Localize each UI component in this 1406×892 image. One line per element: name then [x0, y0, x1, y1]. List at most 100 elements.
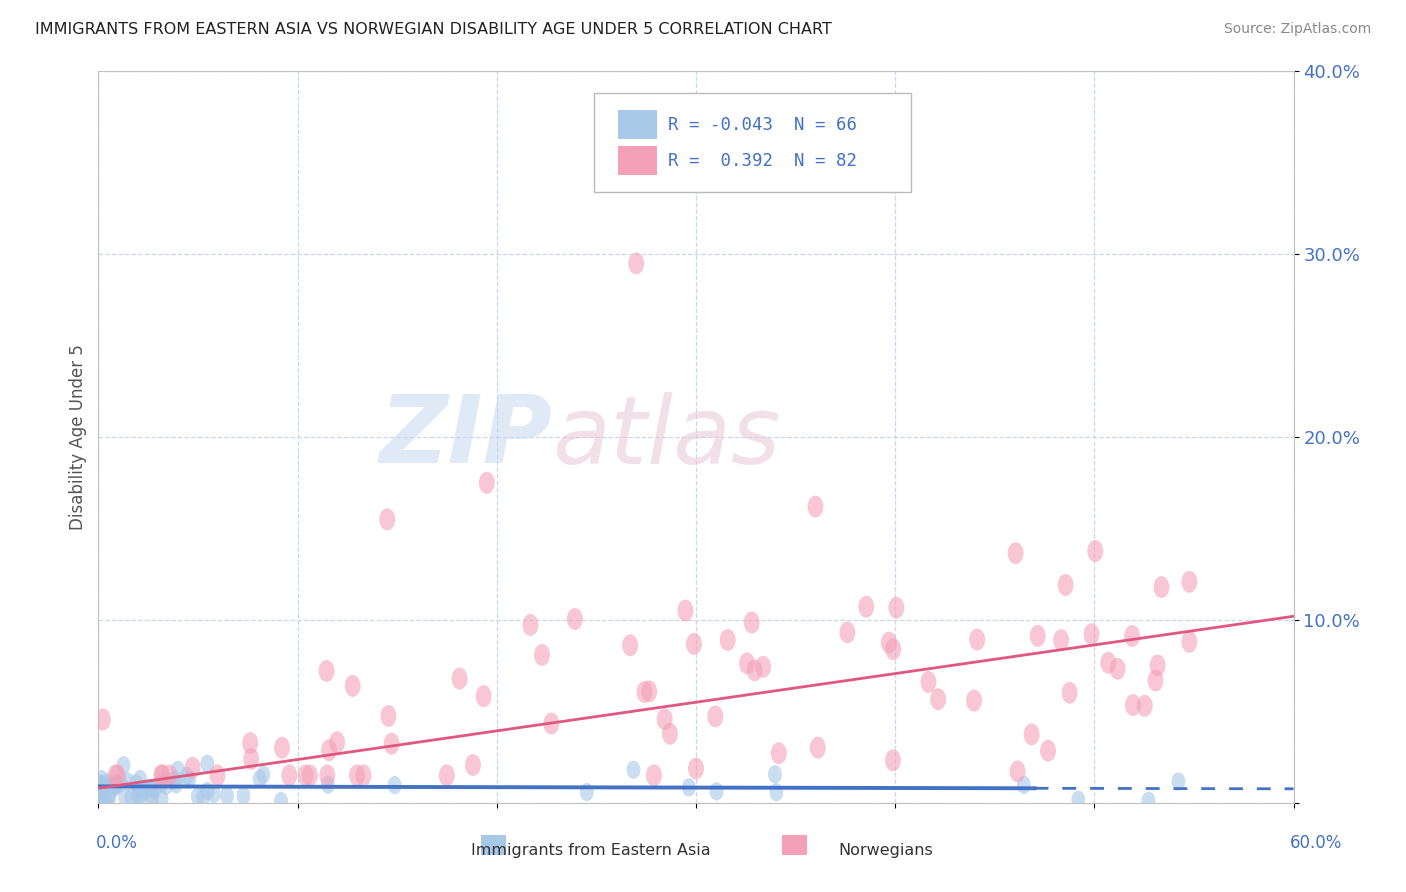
Ellipse shape [921, 671, 936, 693]
Ellipse shape [302, 764, 318, 787]
Ellipse shape [880, 632, 897, 654]
Ellipse shape [96, 775, 108, 794]
Ellipse shape [710, 782, 724, 800]
Ellipse shape [274, 792, 288, 810]
Ellipse shape [810, 737, 825, 758]
Ellipse shape [1101, 652, 1116, 673]
Ellipse shape [1040, 739, 1056, 762]
Ellipse shape [184, 756, 201, 779]
Y-axis label: Disability Age Under 5: Disability Age Under 5 [69, 344, 87, 530]
Ellipse shape [131, 785, 145, 803]
Ellipse shape [623, 634, 638, 657]
FancyBboxPatch shape [595, 94, 911, 192]
Ellipse shape [1153, 576, 1170, 598]
Text: 60.0%: 60.0% [1291, 834, 1343, 852]
Ellipse shape [114, 773, 128, 792]
Ellipse shape [256, 765, 270, 784]
Ellipse shape [451, 667, 468, 690]
Ellipse shape [769, 783, 783, 801]
Ellipse shape [159, 777, 173, 795]
Ellipse shape [93, 777, 107, 795]
Ellipse shape [384, 732, 399, 755]
Ellipse shape [145, 789, 159, 808]
Ellipse shape [523, 614, 538, 636]
Ellipse shape [380, 508, 395, 531]
Ellipse shape [166, 772, 180, 790]
Ellipse shape [94, 708, 111, 731]
Ellipse shape [475, 685, 492, 707]
Ellipse shape [143, 780, 157, 798]
Ellipse shape [479, 472, 495, 494]
Ellipse shape [465, 754, 481, 776]
Ellipse shape [96, 780, 110, 798]
Ellipse shape [682, 778, 696, 797]
Ellipse shape [329, 731, 344, 753]
Ellipse shape [839, 622, 855, 643]
Ellipse shape [627, 761, 641, 779]
FancyBboxPatch shape [619, 146, 657, 175]
FancyBboxPatch shape [782, 835, 807, 855]
Text: IMMIGRANTS FROM EASTERN ASIA VS NORWEGIAN DISABILITY AGE UNDER 5 CORRELATION CHA: IMMIGRANTS FROM EASTERN ASIA VS NORWEGIA… [35, 22, 832, 37]
Ellipse shape [117, 756, 131, 774]
Ellipse shape [183, 771, 195, 789]
Ellipse shape [169, 771, 183, 789]
FancyBboxPatch shape [619, 110, 657, 139]
Ellipse shape [534, 644, 550, 666]
Text: Immigrants from Eastern Asia: Immigrants from Eastern Asia [471, 843, 710, 858]
Ellipse shape [543, 713, 560, 734]
Text: R = -0.043  N = 66: R = -0.043 N = 66 [668, 116, 858, 134]
Ellipse shape [645, 764, 662, 787]
Text: ZIP: ZIP [380, 391, 553, 483]
Ellipse shape [172, 761, 184, 779]
Ellipse shape [180, 767, 194, 785]
Ellipse shape [628, 252, 644, 275]
Ellipse shape [321, 739, 337, 761]
Ellipse shape [1125, 694, 1140, 716]
Ellipse shape [886, 638, 901, 660]
Ellipse shape [707, 706, 723, 727]
Ellipse shape [142, 779, 156, 797]
Ellipse shape [321, 775, 335, 794]
Ellipse shape [132, 780, 146, 798]
Ellipse shape [1008, 542, 1024, 564]
Ellipse shape [662, 723, 678, 745]
Ellipse shape [1029, 625, 1046, 647]
Ellipse shape [155, 773, 169, 792]
Ellipse shape [720, 629, 735, 651]
Ellipse shape [108, 776, 122, 794]
Ellipse shape [298, 764, 314, 787]
Text: 0.0%: 0.0% [96, 834, 138, 852]
Ellipse shape [131, 788, 145, 806]
Ellipse shape [155, 764, 170, 787]
Ellipse shape [1017, 776, 1031, 794]
Ellipse shape [242, 732, 259, 754]
Ellipse shape [121, 772, 135, 790]
Ellipse shape [209, 764, 225, 787]
Ellipse shape [747, 659, 762, 681]
Ellipse shape [637, 681, 652, 703]
Ellipse shape [134, 770, 148, 789]
Ellipse shape [884, 749, 901, 772]
Ellipse shape [1087, 541, 1104, 562]
Ellipse shape [768, 765, 782, 783]
Ellipse shape [931, 689, 946, 710]
Ellipse shape [162, 764, 177, 787]
Ellipse shape [807, 496, 824, 517]
Ellipse shape [153, 764, 169, 787]
Ellipse shape [319, 764, 335, 787]
Ellipse shape [100, 773, 114, 792]
Ellipse shape [686, 633, 702, 655]
Ellipse shape [200, 755, 214, 772]
Ellipse shape [567, 608, 583, 630]
Ellipse shape [108, 764, 124, 787]
Ellipse shape [100, 780, 112, 799]
Ellipse shape [858, 596, 875, 618]
Ellipse shape [201, 782, 214, 800]
Ellipse shape [103, 789, 115, 807]
Ellipse shape [356, 764, 371, 787]
Ellipse shape [207, 785, 221, 803]
Ellipse shape [1142, 791, 1156, 810]
Ellipse shape [96, 788, 108, 806]
Ellipse shape [1024, 723, 1039, 746]
Ellipse shape [94, 774, 108, 793]
